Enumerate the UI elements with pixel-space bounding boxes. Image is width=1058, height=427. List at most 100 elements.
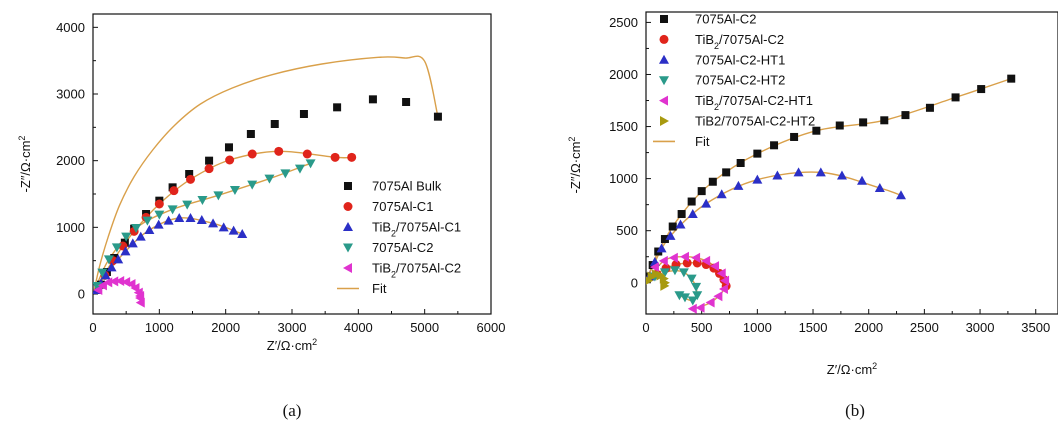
legend: 7075Al Bulk 7075Al-C1 TiB2/7075Al-C17075Al…: [337, 179, 461, 296]
data-point: [701, 198, 712, 208]
legend-label: 7075Al Bulk: [372, 179, 442, 194]
data-point: [656, 243, 667, 253]
data-point: [302, 149, 312, 159]
series-7075al-c2-ht1: [646, 167, 906, 281]
data-point: [793, 167, 804, 177]
legend-label: TiB2/7075Al-C2-HT2: [695, 114, 815, 129]
legend-marker: [659, 34, 669, 44]
data-point: [185, 213, 196, 222]
series-tib2-7075al-c2: [93, 276, 145, 308]
data-point: [720, 275, 730, 286]
data-point: [880, 116, 889, 125]
data-point: [246, 130, 255, 138]
fit-curve: [93, 150, 352, 292]
y-tick-label: 2500: [609, 15, 638, 30]
data-point: [153, 219, 164, 229]
series-tib2-7075al-c2-ht2: [646, 269, 670, 291]
data-point: [660, 235, 669, 244]
data-point: [669, 266, 680, 276]
panel-caption: (a): [283, 401, 302, 420]
data-point: [708, 177, 717, 186]
data-point: [713, 291, 723, 302]
y-axis-label: -Z″/Ω·cm2: [17, 136, 33, 193]
data-point: [874, 182, 885, 192]
data-point: [218, 222, 229, 232]
data-point: [121, 232, 132, 242]
data-point: [127, 238, 138, 248]
data-point: [196, 215, 207, 224]
data-point: [752, 174, 763, 184]
data-point: [368, 95, 377, 104]
y-tick-label: 1000: [56, 220, 85, 235]
legend-marker: [659, 76, 669, 86]
legend-marker: [343, 263, 352, 273]
panel-caption: (b): [845, 401, 865, 420]
legend-marker: [343, 243, 353, 253]
x-tick-label: 3000: [966, 320, 995, 335]
x-tick-label: 500: [691, 320, 713, 335]
data-point: [154, 199, 164, 209]
data-point: [692, 291, 703, 301]
data-point: [736, 159, 745, 167]
data-point: [154, 210, 165, 220]
data-point: [790, 132, 799, 141]
data-point: [977, 85, 986, 94]
data-point: [682, 258, 692, 268]
data-point: [718, 284, 728, 295]
x-tick-label: 1000: [145, 320, 174, 335]
data-point: [697, 187, 706, 196]
y-tick-label: 1500: [609, 119, 638, 134]
x-axis-label: Z′/Ω·cm2: [267, 337, 317, 353]
y-tick-label: 2000: [56, 153, 85, 168]
data-point: [733, 180, 744, 190]
y-tick-label: 0: [631, 275, 638, 290]
data-point: [716, 268, 726, 279]
data-point: [204, 164, 214, 174]
data-point: [753, 149, 762, 158]
data-point: [330, 152, 340, 162]
data-point: [186, 174, 196, 184]
data-point: [106, 262, 117, 272]
data-point: [679, 293, 690, 303]
legend-label: TiB2/7075Al-C2: [695, 32, 784, 51]
data-point: [274, 146, 284, 156]
data-point: [687, 303, 697, 314]
data-point: [679, 251, 689, 262]
data-markers: [646, 74, 1016, 314]
data-point: [347, 152, 357, 162]
data-point: [686, 274, 697, 284]
data-point: [677, 210, 686, 219]
x-tick-label: 1500: [799, 320, 828, 335]
data-point: [169, 186, 179, 196]
fit-curve: [93, 162, 311, 293]
data-point: [213, 191, 224, 201]
data-point: [167, 205, 178, 215]
legend-marker: [343, 222, 353, 231]
data-point: [691, 252, 701, 263]
data-point: [197, 196, 208, 205]
data-point: [402, 98, 411, 106]
data-point: [859, 118, 868, 127]
data-point: [270, 120, 279, 128]
chart-panel-b: 0 500 1000 1500 2000 2500 3000 3500 0 500 1000 1500…: [567, 11, 1058, 420]
legend-label: 7075Al-C2: [695, 12, 756, 27]
data-point: [205, 156, 214, 165]
data-point: [716, 189, 727, 199]
data-point: [668, 252, 678, 263]
data-point: [701, 255, 711, 266]
data-point: [687, 197, 696, 206]
series-7075al-c2: [93, 159, 316, 291]
data-point: [103, 255, 114, 265]
data-point: [710, 261, 720, 272]
legend-marker: [343, 202, 353, 211]
legend-label: 7075Al-C2-HT1: [695, 52, 785, 67]
legend-label: 7075Al-C1: [372, 199, 433, 214]
legend-label: Fit: [372, 281, 387, 296]
data-point: [772, 170, 783, 180]
data-point: [925, 103, 934, 112]
y-tick-label: 2000: [609, 67, 638, 82]
data-point: [228, 225, 239, 235]
data-point: [687, 296, 698, 306]
y-axis-label: -Z″/Ω·cm2: [567, 137, 583, 194]
